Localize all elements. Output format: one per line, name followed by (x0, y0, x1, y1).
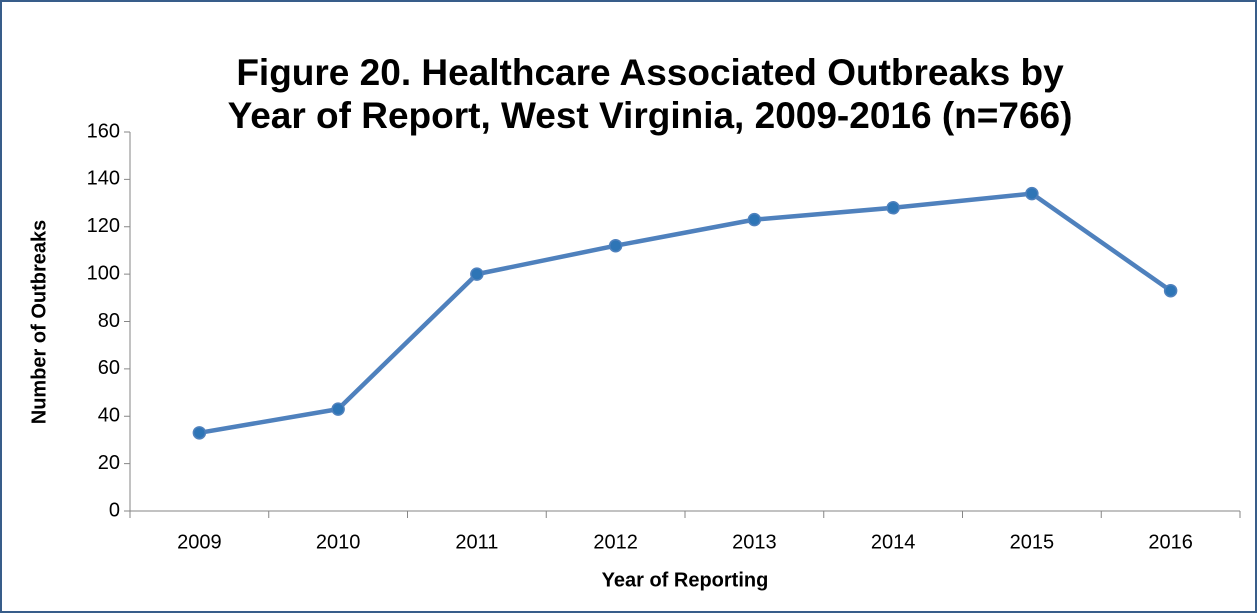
chart-title: Year of Report, West Virginia, 2009-2016… (228, 95, 1073, 136)
y-tick-label: 100 (87, 262, 120, 284)
data-point (1025, 186, 1039, 201)
chart-title: Figure 20. Healthcare Associated Outbrea… (236, 52, 1064, 93)
data-point (747, 212, 762, 227)
x-axis-title: Year of Reporting (602, 569, 769, 591)
y-tick-label: 60 (98, 357, 120, 379)
x-tick-label: 2010 (316, 531, 361, 553)
y-tick-label: 20 (98, 452, 120, 474)
x-tick-label: 2014 (871, 531, 916, 553)
data-point (331, 402, 345, 416)
data-point (192, 426, 207, 440)
x-tick-label: 2012 (593, 531, 638, 553)
x-tick-label: 2011 (455, 531, 498, 553)
data-line (198, 191, 1172, 436)
x-tick-label: 2013 (732, 531, 777, 553)
x-tick-label: 2009 (177, 531, 222, 553)
y-tick-label: 140 (87, 168, 120, 190)
data-point (1163, 283, 1178, 298)
data-point (886, 201, 900, 215)
y-tick-label: 0 (109, 499, 120, 521)
y-tick-label: 160 (87, 120, 120, 142)
x-tick-label: 2015 (1010, 531, 1055, 553)
data-point (608, 238, 623, 253)
data-point (470, 267, 484, 281)
y-tick-label: 40 (98, 405, 120, 427)
y-tick-label: 80 (98, 310, 120, 332)
y-tick-label: 120 (87, 215, 120, 237)
y-axis-title: Number of Outbreaks (28, 220, 50, 424)
x-tick-label: 2016 (1148, 531, 1193, 553)
